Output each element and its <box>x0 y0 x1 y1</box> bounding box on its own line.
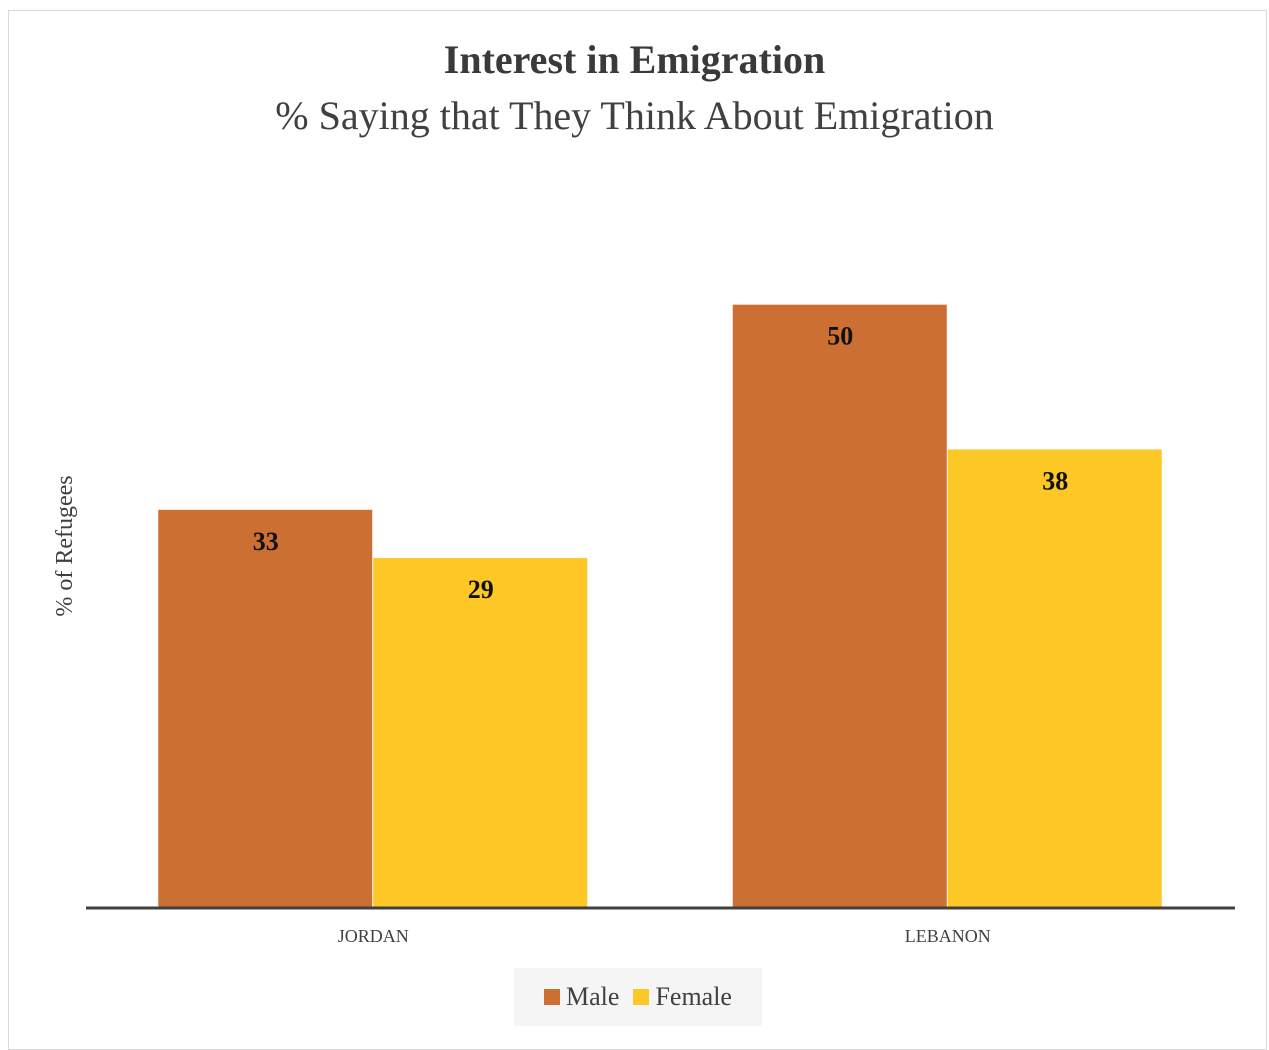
bar-lebanon-male <box>732 304 947 909</box>
legend-item-female: Female <box>633 982 732 1012</box>
bar-jordan-female <box>373 558 588 908</box>
x-tick-label-jordan: JORDAN <box>338 926 409 946</box>
data-label-jordan-male: 33 <box>253 527 279 556</box>
x-tick-labels: JORDAN LEBANON <box>338 926 991 946</box>
data-labels-layer: 33 29 50 38 <box>253 322 1069 604</box>
legend-label-male: Male <box>566 982 620 1011</box>
chart-subtitle: % Saying that They Think About Emigratio… <box>275 93 994 138</box>
y-axis-label: % of Refugees <box>52 475 78 616</box>
legend-swatch-female <box>633 989 650 1005</box>
bars-layer <box>158 304 1162 909</box>
chart-legend: Male Female <box>514 968 762 1026</box>
bar-lebanon-female <box>947 449 1162 908</box>
chart-title: Interest in Emigration <box>443 37 826 82</box>
data-label-lebanon-female: 38 <box>1042 466 1068 495</box>
legend-item-male: Male <box>544 982 619 1012</box>
legend-label-female: Female <box>655 982 732 1011</box>
x-tick-label-lebanon: LEBANON <box>905 926 991 946</box>
data-label-jordan-female: 29 <box>468 575 494 604</box>
data-label-lebanon-male: 50 <box>827 322 853 351</box>
legend-swatch-male <box>544 989 561 1005</box>
bar-jordan-male <box>158 509 373 908</box>
